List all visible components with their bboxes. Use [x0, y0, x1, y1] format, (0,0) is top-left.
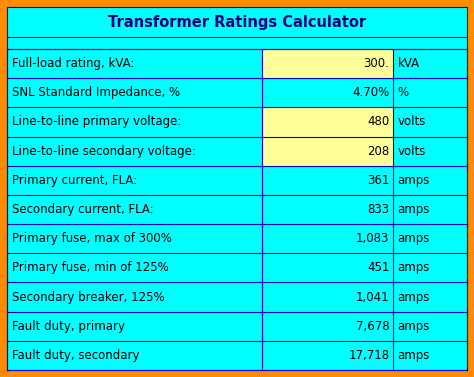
Text: 300.: 300.	[364, 57, 390, 70]
Text: 17,718: 17,718	[348, 349, 390, 362]
Text: Primary fuse, min of 125%: Primary fuse, min of 125%	[12, 261, 169, 274]
Text: amps: amps	[397, 291, 430, 303]
Text: SNL Standard Impedance, %: SNL Standard Impedance, %	[12, 86, 180, 99]
Text: 1,041: 1,041	[356, 291, 390, 303]
Text: Primary current, FLA:: Primary current, FLA:	[12, 174, 137, 187]
Text: Secondary current, FLA:: Secondary current, FLA:	[12, 203, 154, 216]
Text: volts: volts	[397, 115, 426, 129]
Text: %: %	[397, 86, 409, 99]
Text: Primary fuse, max of 300%: Primary fuse, max of 300%	[12, 232, 172, 245]
Bar	[262, 136, 393, 166]
Text: amps: amps	[397, 232, 430, 245]
Text: 1,083: 1,083	[356, 232, 390, 245]
Text: 480: 480	[367, 115, 390, 129]
Text: Secondary breaker, 125%: Secondary breaker, 125%	[12, 291, 164, 303]
Bar	[7, 7, 467, 37]
Text: kVA: kVA	[397, 57, 419, 70]
Text: Transformer Ratings Calculator: Transformer Ratings Calculator	[108, 14, 366, 29]
Text: Line-to-line secondary voltage:: Line-to-line secondary voltage:	[12, 145, 196, 158]
Text: 7,678: 7,678	[356, 320, 390, 333]
Text: 451: 451	[367, 261, 390, 274]
Text: 833: 833	[367, 203, 390, 216]
Bar	[262, 107, 393, 136]
Text: amps: amps	[397, 174, 430, 187]
Text: 208: 208	[367, 145, 390, 158]
Text: 361: 361	[367, 174, 390, 187]
Bar	[262, 49, 393, 78]
Text: 4.70%: 4.70%	[352, 86, 390, 99]
Text: volts: volts	[397, 145, 426, 158]
Text: Fault duty, secondary: Fault duty, secondary	[12, 349, 139, 362]
Text: Fault duty, primary: Fault duty, primary	[12, 320, 125, 333]
Text: Line-to-line primary voltage:: Line-to-line primary voltage:	[12, 115, 182, 129]
Text: amps: amps	[397, 349, 430, 362]
Text: amps: amps	[397, 203, 430, 216]
Text: Full-load rating, kVA:: Full-load rating, kVA:	[12, 57, 134, 70]
Text: amps: amps	[397, 320, 430, 333]
Text: amps: amps	[397, 261, 430, 274]
